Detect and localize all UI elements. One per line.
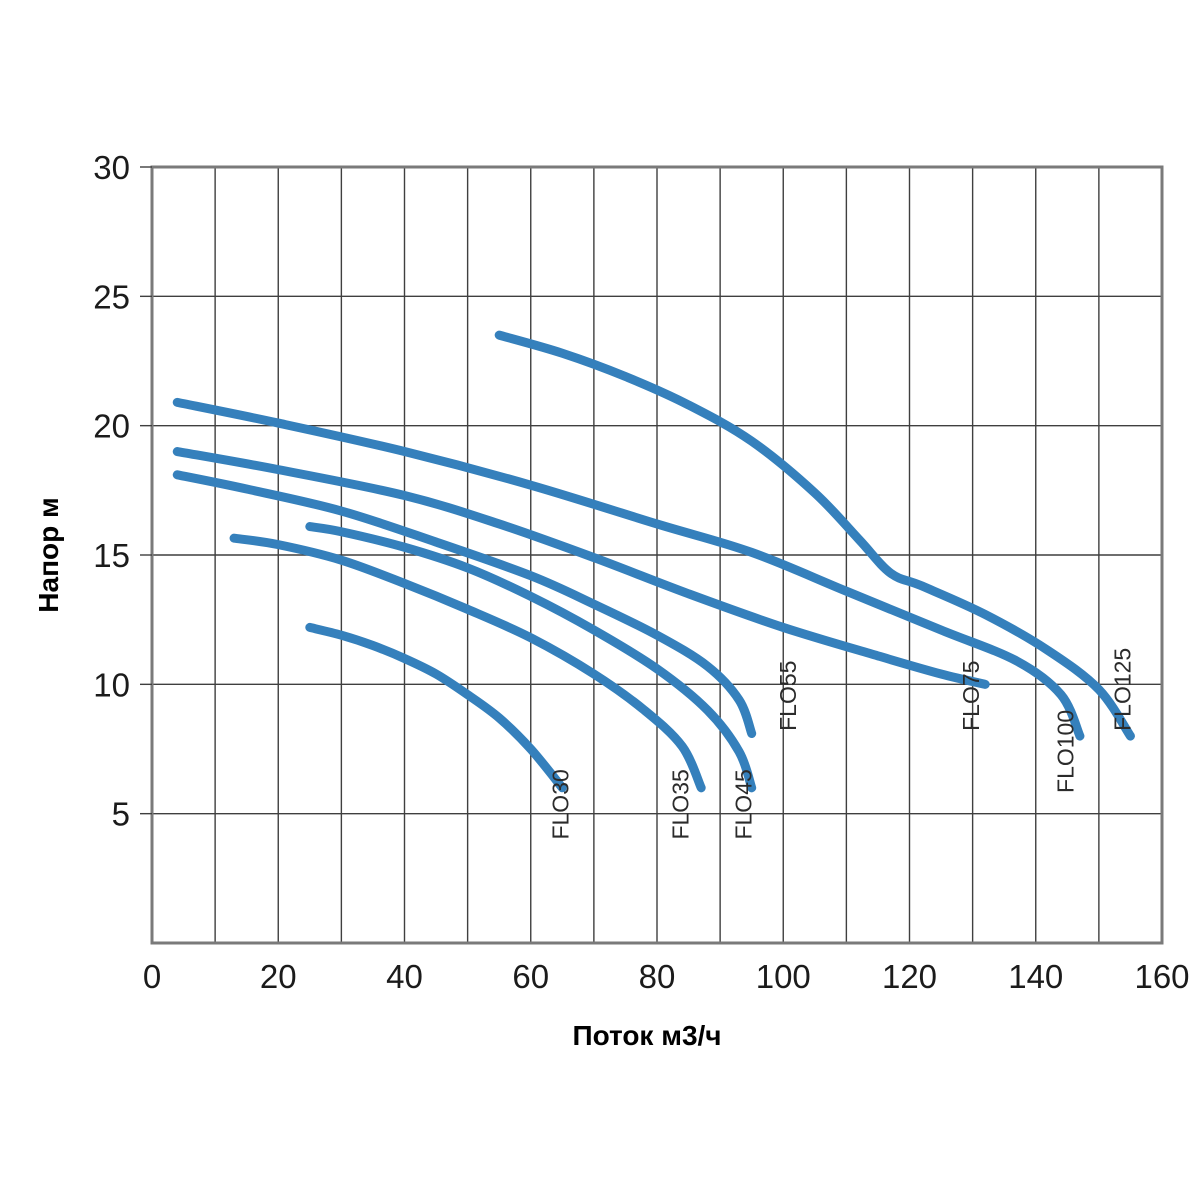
horizontal-gridlines: [152, 295, 1162, 815]
y-tick-label: 20: [93, 408, 130, 445]
y-tick-label: 25: [93, 278, 130, 315]
x-tick-label: 20: [260, 958, 297, 995]
series-label-flo45: FLO45: [731, 769, 757, 839]
x-tick-label: 0: [143, 958, 161, 995]
x-tick-label: 160: [1134, 958, 1189, 995]
y-axis-title: Напор м: [33, 497, 64, 612]
series-label-flo125: FLO125: [1109, 648, 1135, 731]
curve-flo55: [172, 470, 757, 738]
x-tick-label: 100: [756, 958, 811, 995]
curve-flo30: [305, 622, 567, 793]
curve-flo45: [305, 522, 757, 793]
x-tick-label: 120: [882, 958, 937, 995]
x-tick-label: 40: [386, 958, 423, 995]
curve-flo35: [229, 533, 706, 793]
series-label-flo35: FLO35: [668, 769, 694, 839]
series-label-flo75: FLO75: [958, 661, 984, 731]
series-label-flo100: FLO100: [1053, 710, 1079, 793]
series-label-flo55: FLO55: [775, 661, 801, 731]
x-axis-title: Поток м3/ч: [572, 1020, 721, 1051]
y-tick-label: 5: [112, 796, 130, 833]
y-tick-label: 10: [93, 666, 130, 703]
curve-flo100: [172, 397, 1085, 741]
y-tick-label: 15: [93, 537, 130, 574]
series-label-flo30: FLO30: [548, 769, 574, 839]
y-tick-label: 30: [93, 149, 130, 186]
x-tick-label: 140: [1008, 958, 1063, 995]
curve-flo125: [494, 330, 1135, 741]
y-tick-label-group: 5 10 15 20 25 30: [93, 149, 152, 833]
x-tick-label: 80: [639, 958, 676, 995]
series-label-group: FLO30 FLO35 FLO45 FLO55 FLO75 FLO100 FLO125: [548, 648, 1136, 840]
curve-flo75: [172, 447, 990, 689]
x-tick-label: 60: [512, 958, 549, 995]
x-tick-label-group: 0 20 40 60 80 100 120 140 160: [143, 958, 1190, 995]
curve-group: [172, 330, 1135, 793]
